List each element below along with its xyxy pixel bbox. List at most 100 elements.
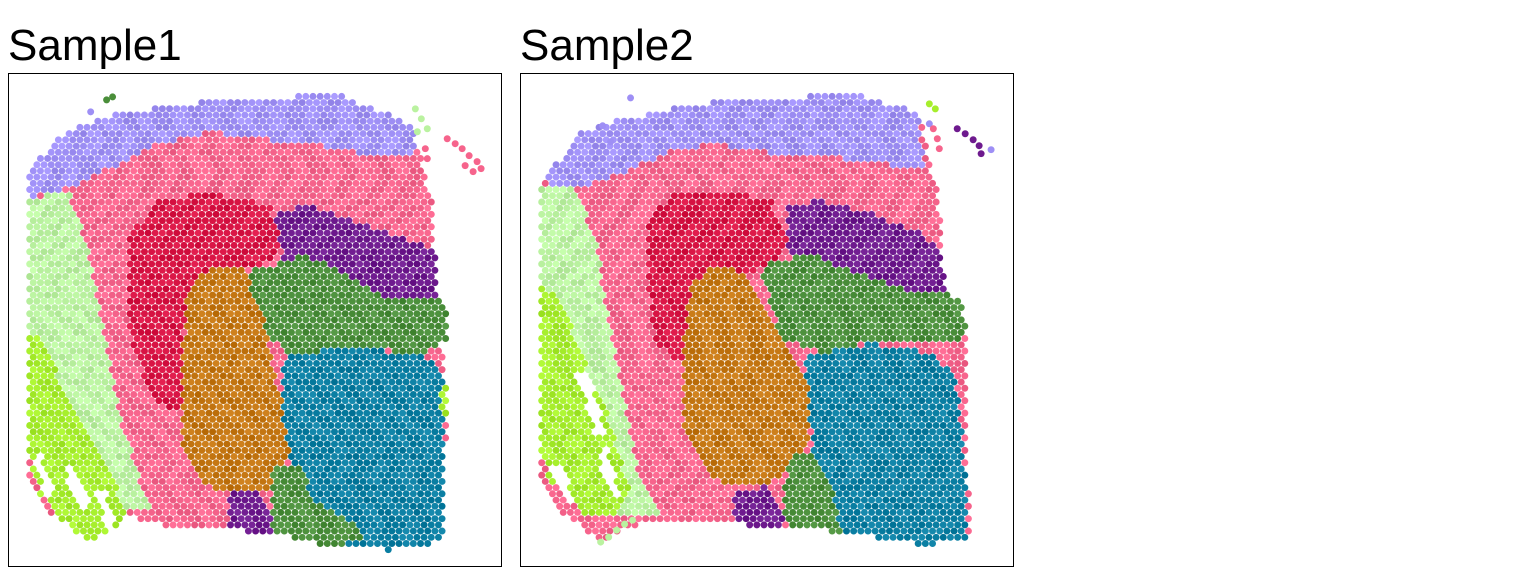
spot-crimson: [148, 272, 156, 280]
spot-violet: [198, 99, 206, 107]
spot-crimson: [187, 229, 195, 237]
spot-teal: [359, 428, 367, 436]
spot-violet: [295, 130, 303, 138]
spot-lime: [72, 502, 80, 510]
spot-teal: [417, 515, 425, 523]
spot-lime: [72, 428, 80, 436]
spot-pink: [94, 266, 102, 274]
spot-green: [266, 304, 274, 312]
spot-violet: [907, 154, 915, 162]
spot-crimson: [130, 304, 138, 312]
spot-pink: [90, 173, 98, 181]
spot-crimson: [234, 260, 242, 268]
spot-violet: [29, 167, 37, 175]
spot-pink: [295, 179, 303, 187]
spot-teal: [295, 378, 303, 386]
spot-violet: [835, 105, 843, 113]
spot-pink: [907, 179, 915, 187]
spot-violet: [334, 136, 342, 144]
spot-pink: [409, 179, 417, 187]
spot-crimson: [270, 248, 278, 256]
spot-violet: [850, 142, 858, 150]
spot-pink: [334, 210, 342, 218]
spot-green: [287, 279, 295, 287]
spot-teal: [384, 421, 392, 429]
spot-pink: [137, 217, 145, 225]
spot-violet: [886, 130, 893, 138]
spot-crimson: [162, 397, 170, 405]
spot-green: [345, 291, 353, 299]
spot-pink: [932, 198, 940, 206]
spot-lightgreen: [144, 502, 152, 510]
spot-pink: [155, 446, 163, 454]
spot-pink: [323, 179, 331, 187]
spot-pink: [825, 173, 833, 181]
spot-pink: [370, 198, 378, 206]
spot-teal: [363, 446, 371, 454]
spot-pink: [756, 154, 764, 162]
spot-orange: [216, 341, 224, 349]
spot-purple: [298, 235, 306, 243]
spot-pink: [97, 173, 105, 181]
spot-teal: [316, 403, 324, 411]
spot-lightgreen: [87, 378, 95, 386]
spot-orange: [187, 403, 195, 411]
spot-pink: [108, 341, 116, 349]
spot-pink: [399, 210, 407, 218]
spot-teal: [417, 453, 425, 461]
spot-violet: [814, 142, 822, 150]
spot-pink: [413, 210, 421, 218]
spot-pink: [893, 179, 901, 187]
spot-lime: [112, 521, 120, 529]
spot-pink: [338, 179, 346, 187]
spot-purple: [330, 217, 338, 225]
spot-teal: [359, 378, 367, 386]
spot-orange: [234, 446, 242, 454]
spot-crimson: [166, 254, 174, 262]
spot-green: [427, 335, 435, 343]
spot-crimson: [227, 210, 234, 218]
spot-pink: [352, 167, 360, 175]
spot-pink: [914, 204, 922, 212]
spot-violet: [799, 130, 807, 138]
spot-pink: [868, 161, 876, 169]
spot-crimson: [176, 335, 184, 343]
spot-teal: [291, 397, 299, 405]
spot-pink: [115, 291, 123, 299]
spot-lightgreen: [548, 217, 556, 225]
spot-violet: [592, 130, 599, 138]
spot-teal: [384, 434, 392, 442]
spot-orange: [230, 328, 238, 336]
spot-lightgreen: [58, 378, 66, 386]
spot-teal: [338, 477, 346, 485]
spot-violet: [814, 105, 822, 113]
panel-title-sample2: Sample2: [520, 21, 694, 70]
spot-crimson: [173, 341, 181, 349]
spot-lightgreen: [101, 353, 109, 361]
spot-purple: [814, 204, 822, 212]
spot-green: [431, 328, 439, 336]
spot-pink: [391, 161, 399, 169]
spot-pink: [108, 316, 116, 324]
spot-violet: [699, 130, 707, 138]
spot-lime: [33, 335, 41, 343]
spot-pink: [760, 148, 768, 156]
spot-violet: [609, 148, 617, 156]
spot-crimson: [187, 204, 195, 212]
spot-green: [316, 304, 324, 312]
spot-violet: [903, 136, 911, 144]
spot-crimson: [198, 198, 206, 206]
spot-green: [388, 304, 396, 312]
spot-orange: [277, 434, 285, 442]
spot-crimson: [198, 260, 206, 268]
spot-green: [291, 533, 299, 541]
spot-violet: [338, 105, 346, 113]
spot-purple: [366, 254, 374, 262]
spot-pink: [176, 471, 184, 479]
spot-orange: [198, 310, 206, 318]
spot-teal: [298, 397, 306, 405]
spot-green: [413, 310, 421, 318]
spot-violet: [642, 154, 650, 162]
spot-purple: [377, 285, 385, 293]
spot-pink: [101, 254, 109, 262]
